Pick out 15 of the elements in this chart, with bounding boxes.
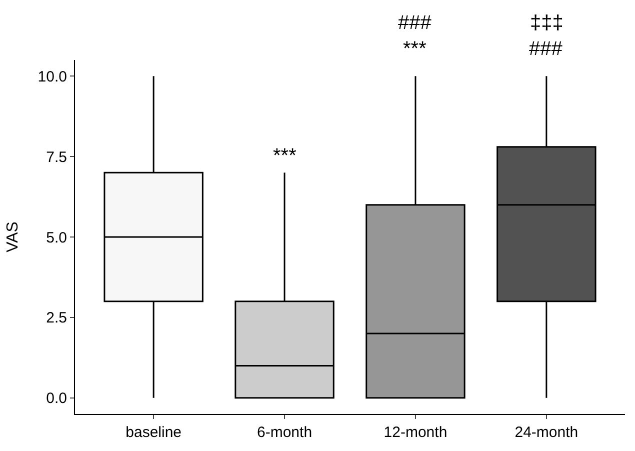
x-tick-label: 6-month	[257, 424, 312, 441]
text: ###	[529, 38, 564, 60]
text: ***	[403, 38, 427, 60]
x-tick-label: 12-month	[384, 424, 448, 441]
y-axis-title: VAS	[4, 222, 22, 252]
y-tick-label: 10.0	[38, 68, 67, 86]
x-tick-label: baseline	[126, 424, 182, 441]
y-tick-label: 2.5	[46, 310, 67, 327]
y-tick-label: 5.0	[46, 229, 67, 246]
text: ###	[398, 12, 432, 34]
annotation: ***	[273, 145, 297, 167]
y-tick-label: 0.0	[46, 390, 67, 408]
x-tick-label: 24-month	[514, 424, 578, 441]
y-tick-label: 7.5	[46, 148, 67, 166]
text: ‡‡‡	[530, 12, 564, 34]
